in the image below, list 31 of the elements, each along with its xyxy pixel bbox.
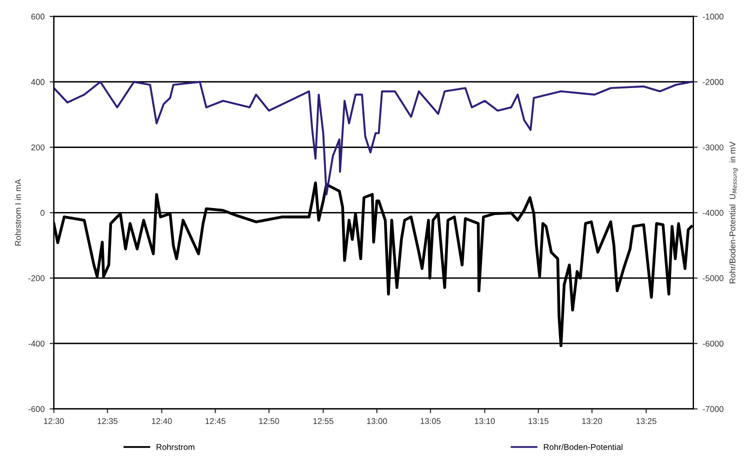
- y-tick-label: 400: [31, 79, 45, 85]
- x-tick-label: 13:25: [636, 418, 656, 424]
- x-tick-label: 12:30: [44, 418, 64, 424]
- y2-tick-label: -1000: [702, 14, 724, 20]
- x-tick-label: 12:55: [313, 418, 334, 424]
- x-tick-label: 13:10: [474, 418, 495, 424]
- y2-axis-title: Rohr/Boden-Potential U$_{Messung}$ in mV: [729, 142, 738, 284]
- x-tick-label: 13:00: [367, 418, 387, 424]
- y2-tick-label: -2000: [702, 79, 724, 85]
- x-tick-label: 12:35: [98, 418, 118, 424]
- y-tick-label: -400: [28, 340, 45, 347]
- y-tick-label: 200: [31, 144, 45, 150]
- y-tick-label: 600: [31, 14, 45, 20]
- y2-tick-label: -6000: [702, 340, 724, 347]
- y2-tick-label: -5000: [702, 275, 724, 282]
- y-tick-label: 0: [40, 210, 45, 216]
- x-tick-label: 13:20: [582, 418, 602, 424]
- x-tick-label: 13:15: [528, 418, 548, 424]
- legend-label: Rohr/Boden-Potential: [544, 444, 622, 450]
- y-tick-label: -200: [28, 275, 45, 282]
- y-tick-label: -600: [28, 406, 45, 412]
- x-tick-label: 12:50: [259, 418, 280, 424]
- y2-tick-label: -7000: [702, 406, 724, 412]
- x-tick-label: 13:05: [420, 418, 441, 424]
- y2-tick-label: -4000: [702, 210, 724, 216]
- y-axis-title: Rohrstrom I in mA: [14, 179, 21, 246]
- line-series: [54, 80, 692, 196]
- y2-tick-label: -3000: [702, 144, 724, 150]
- x-tick-label: 12:40: [152, 418, 172, 424]
- legend-label: Rohrstrom: [156, 444, 194, 450]
- x-tick-label: 12:45: [206, 418, 226, 424]
